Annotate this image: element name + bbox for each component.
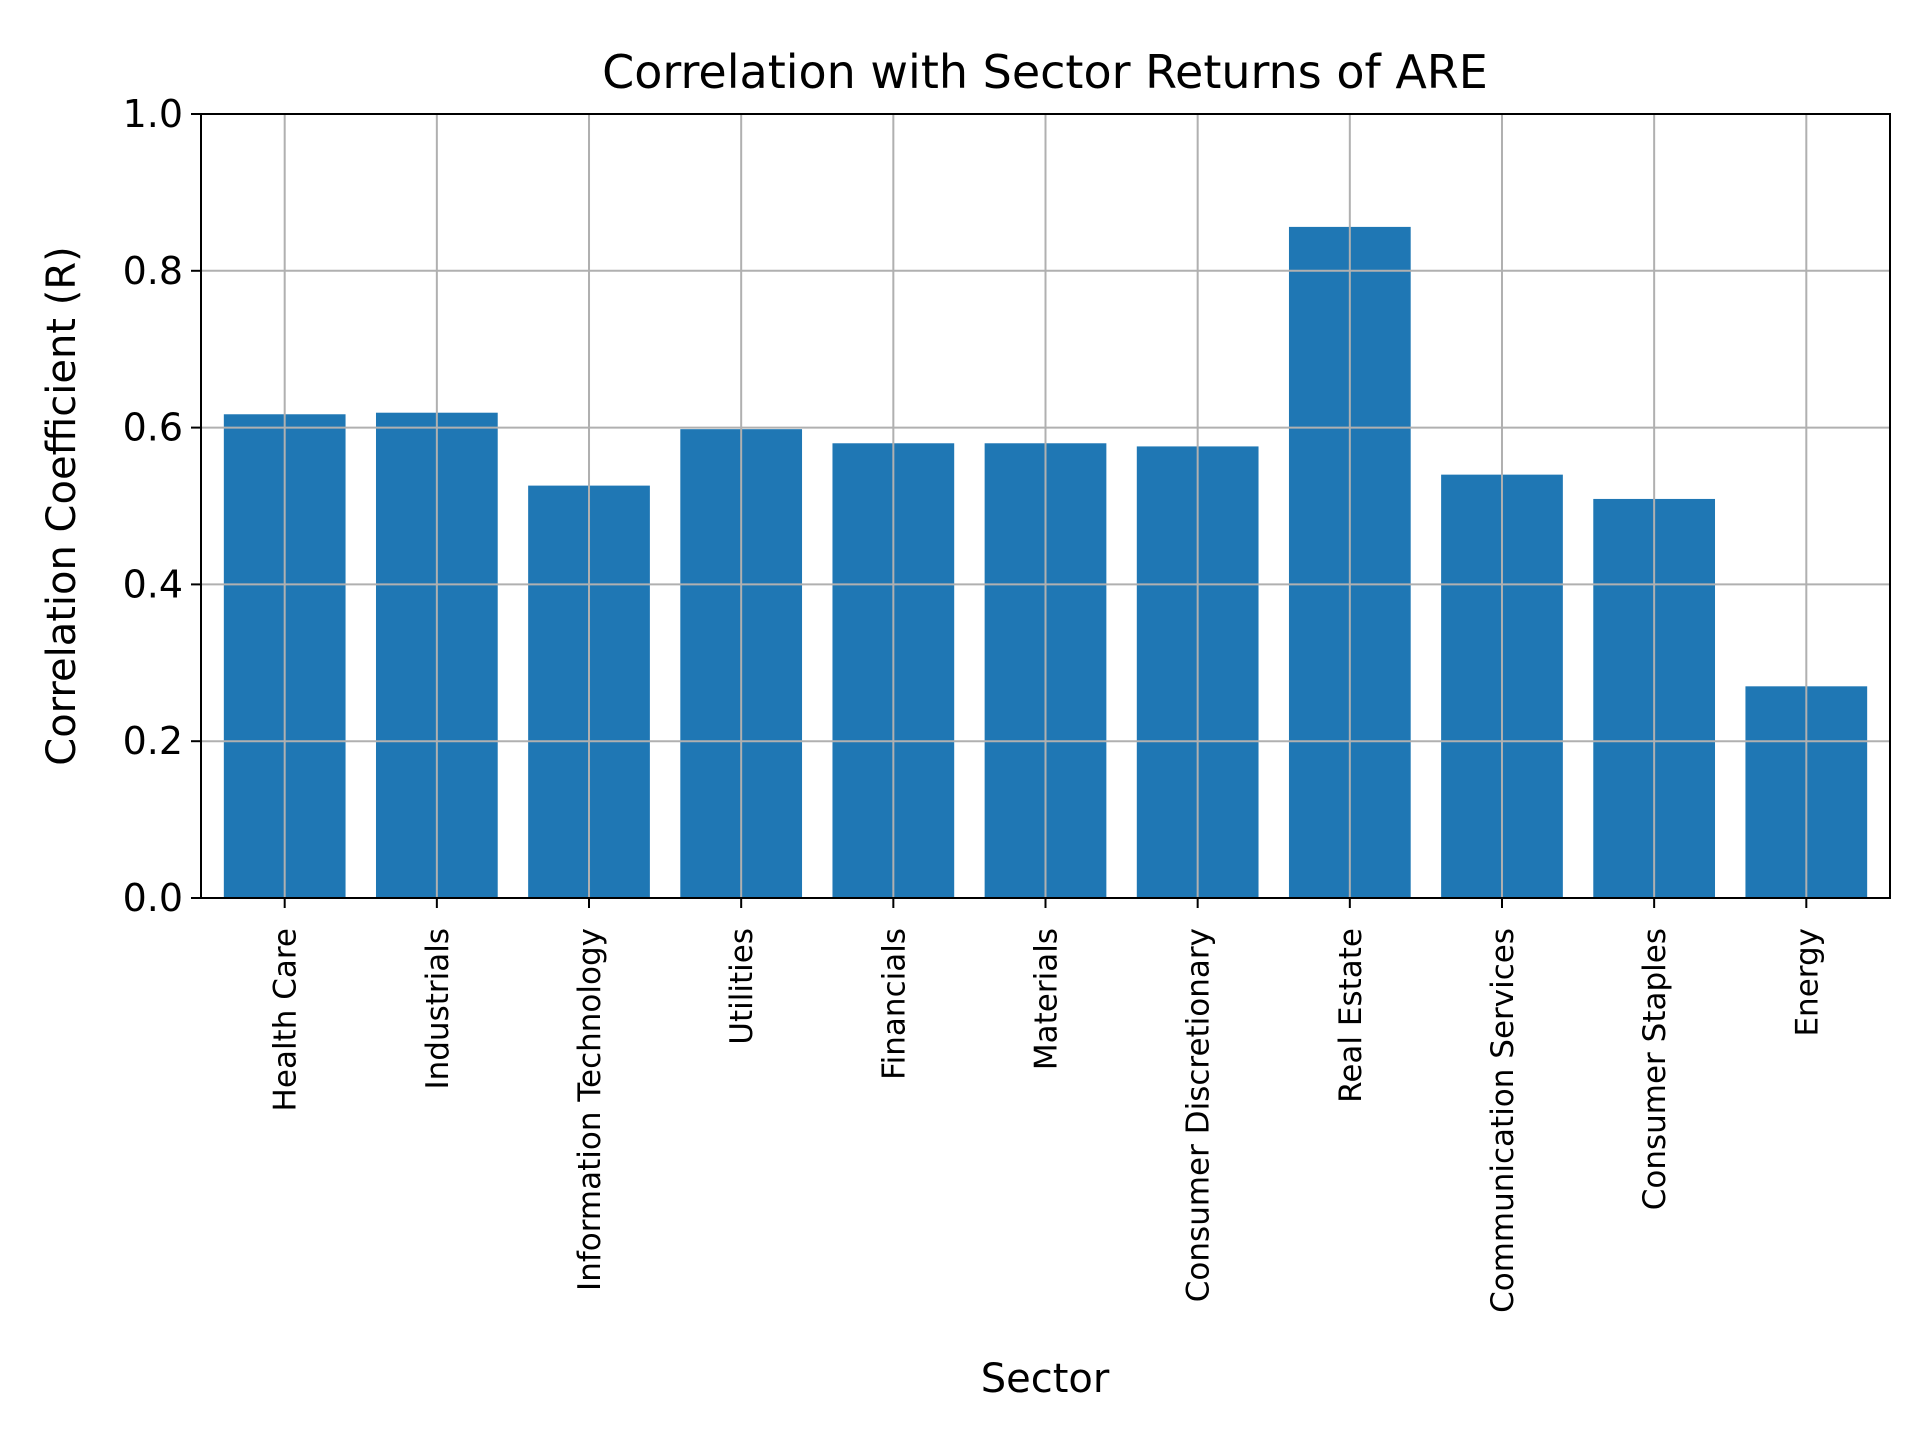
y-tick-label: 0.4 xyxy=(123,562,183,606)
y-tick-label: 0.2 xyxy=(123,719,183,763)
x-tick-label: Consumer Staples xyxy=(1637,928,1673,1210)
y-tick-label: 0.8 xyxy=(123,249,183,293)
y-axis-label: Correlation Coefficient (R) xyxy=(39,246,85,765)
y-tick-label: 0.0 xyxy=(123,876,183,920)
x-tick-label: Materials xyxy=(1029,928,1065,1070)
x-tick-label: Real Estate xyxy=(1333,928,1369,1103)
x-tick-label: Health Care xyxy=(268,928,304,1111)
x-tick-label: Utilities xyxy=(724,928,760,1045)
x-tick-label: Energy xyxy=(1789,928,1825,1037)
x-tick-label: Information Technology xyxy=(572,928,608,1291)
ticks-layer: 0.0 0.2 0.4 0.6 0.8 1.0 Health Care Industrials… xyxy=(123,92,1826,1313)
x-axis-label: Sector xyxy=(981,1356,1110,1402)
chart-title: Correlation with Sector Returns of ARE xyxy=(602,45,1488,99)
x-tick-label: Industrials xyxy=(420,928,456,1090)
y-tick-label: 0.6 xyxy=(123,406,183,450)
x-tick-label: Financials xyxy=(876,928,912,1080)
x-tick-label: Communication Services xyxy=(1485,928,1521,1313)
x-tick-label: Consumer Discretionary xyxy=(1181,928,1217,1302)
y-tick-label: 1.0 xyxy=(123,92,183,136)
